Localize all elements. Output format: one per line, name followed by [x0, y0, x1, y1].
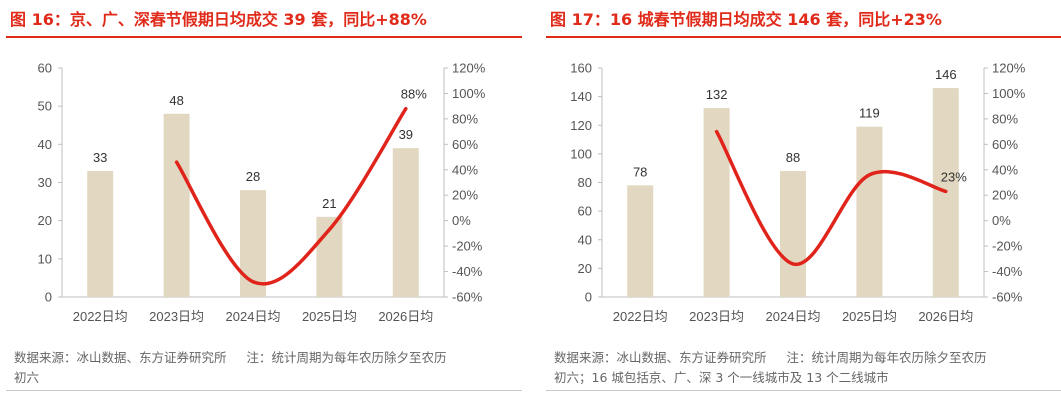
x-axis-category-label: 2022日均: [73, 309, 128, 324]
bar-value-label: 21: [322, 196, 336, 211]
x-axis-category-label: 2024日均: [226, 309, 281, 324]
x-axis-category-label: 2026日均: [378, 309, 433, 324]
left-axis-tick-label: 20: [578, 261, 592, 276]
right-axis-tick-label: 100%: [992, 86, 1026, 101]
chart-footnote: 数据来源：冰山数据、东方证券研究所 注：统计周期为每年农历除夕至农历 初六: [14, 348, 514, 388]
bar: [627, 185, 654, 297]
bar: [856, 126, 883, 298]
title-divider: [6, 36, 522, 38]
chart-fig17: 0 20 40 60 80 100 120 140 160 -60% -40% -20% 0% 20% 40…: [570, 61, 1026, 325]
title-divider: [546, 36, 1061, 38]
right-axis-tick-label: 80%: [992, 111, 1018, 126]
bar: [240, 190, 266, 297]
x-axis-category-label: 2026日均: [918, 309, 973, 324]
line-value-label: 23%: [941, 169, 967, 184]
bar-value-label: 48: [169, 93, 183, 108]
x-axis-category-label: 2023日均: [689, 309, 744, 324]
left-axis-tick-label: 50: [38, 99, 52, 114]
note-text-continued: 初六: [14, 370, 40, 385]
chart-footnote: 数据来源：冰山数据、东方证券研究所 注：统计周期为每年农历除夕至农历 初六；16 …: [554, 348, 1054, 388]
bar: [87, 171, 114, 297]
right-axis-tick-label: -60%: [452, 290, 483, 305]
left-axis-tick-label: 80: [578, 175, 592, 190]
left-axis-tick-label: 120: [570, 118, 592, 133]
right-axis-tick-label: 120%: [992, 61, 1026, 76]
chart-fig16: 0 10 20 30 40 50 60 -60% -40% -20% 0% 20% 40% 60% 80% 1…: [38, 61, 486, 325]
note-text: 注：统计周期为每年农历除夕至农历: [246, 350, 447, 365]
x-axis-category-label: 2024日均: [766, 309, 821, 324]
chart-panel-fig17: 图 17：16 城春节假期日均成交 146 套，同比+23% 0 20 40 60 80…: [546, 0, 1061, 400]
left-axis-tick-label: 0: [45, 290, 52, 305]
bar: [703, 108, 730, 297]
bar-value-label: 146: [935, 67, 957, 82]
bottom-divider: [6, 390, 522, 391]
x-axis-category-label: 2025日均: [842, 309, 897, 324]
note-text-continued: 初六；16 城包括京、广、深 3 个一线城市及 13 个二线城市: [554, 370, 889, 385]
x-axis-category-label: 2022日均: [613, 309, 668, 324]
right-axis-tick-label: -20%: [452, 239, 483, 254]
chart-panel-fig16: 图 16：京、广、深春节假期日均成交 39 套，同比+88% 0 10 20 30 40…: [6, 0, 522, 400]
left-axis-tick-label: 20: [38, 213, 52, 228]
bar-value-label: 28: [246, 169, 260, 184]
bar-value-label: 39: [399, 127, 413, 142]
chart-title: 图 16：京、广、深春节假期日均成交 39 套，同比+88%: [10, 10, 427, 29]
right-axis-tick-label: 120%: [452, 61, 486, 76]
x-axis-category-label: 2023日均: [149, 309, 204, 324]
left-axis-tick-label: 0: [585, 290, 592, 305]
bar-value-label: 33: [93, 150, 107, 165]
right-axis-tick-label: 40%: [992, 162, 1018, 177]
source-text: 数据来源：冰山数据、东方证券研究所: [554, 350, 767, 365]
bar: [163, 113, 190, 297]
left-axis-tick-label: 100: [570, 146, 592, 161]
left-axis-tick-label: 10: [38, 251, 52, 266]
right-axis-tick-label: 60%: [452, 137, 478, 152]
right-axis-tick-label: 0%: [992, 213, 1011, 228]
right-axis-tick-label: -20%: [992, 239, 1023, 254]
right-axis-tick-label: -40%: [452, 264, 483, 279]
right-axis-tick-label: -40%: [992, 264, 1023, 279]
bar-value-label: 78: [633, 164, 647, 179]
left-axis-tick-label: 40: [578, 232, 592, 247]
yoy-growth-line: [714, 129, 948, 266]
right-axis-tick-label: 80%: [452, 111, 478, 126]
left-axis-tick-label: 60: [38, 61, 52, 76]
bar-value-label: 132: [706, 87, 728, 102]
bar: [392, 148, 419, 297]
left-axis-tick-label: 40: [38, 137, 52, 152]
right-axis-tick-label: 0%: [452, 213, 471, 228]
right-axis-tick-label: 100%: [452, 86, 486, 101]
bottom-divider: [546, 390, 1061, 391]
bar-value-label: 119: [859, 106, 880, 121]
right-axis-tick-label: 40%: [452, 162, 478, 177]
left-axis-tick-label: 160: [570, 61, 592, 76]
chart-title: 图 17：16 城春节假期日均成交 146 套，同比+23%: [550, 10, 942, 29]
right-axis-tick-label: 60%: [992, 137, 1018, 152]
right-axis-tick-label: 20%: [452, 188, 478, 203]
bar-value-label: 88: [786, 150, 800, 165]
left-axis-tick-label: 60: [578, 204, 592, 219]
bar: [780, 171, 806, 297]
x-axis-category-label: 2025日均: [302, 309, 357, 324]
right-axis-tick-label: 20%: [992, 188, 1018, 203]
source-text: 数据来源：冰山数据、东方证券研究所: [14, 350, 227, 365]
left-axis-tick-label: 30: [38, 175, 52, 190]
line-value-label: 88%: [401, 87, 427, 102]
yoy-growth-line: [174, 106, 408, 286]
left-axis-tick-label: 140: [570, 89, 592, 104]
right-axis-tick-label: -60%: [992, 290, 1023, 305]
note-text: 注：统计周期为每年农历除夕至农历: [786, 350, 987, 365]
